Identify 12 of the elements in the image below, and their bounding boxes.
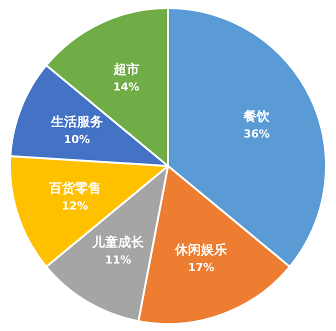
slice-label: 儿童成长 [91,234,146,250]
data-label: 11% [104,253,132,266]
data-label: 17% [188,261,214,274]
data-label: 10% [64,132,90,146]
data-label: 36% [243,127,270,140]
data-label: 14% [113,80,140,94]
slice-label: 超市 [112,61,140,78]
slice-label: 餐饮 [242,109,271,124]
slice-label: 生活服务 [50,114,103,130]
data-label: 12% [62,199,88,212]
slice-label: 休闲娱乐 [174,242,228,258]
slice-label: 百货零售 [48,180,101,196]
